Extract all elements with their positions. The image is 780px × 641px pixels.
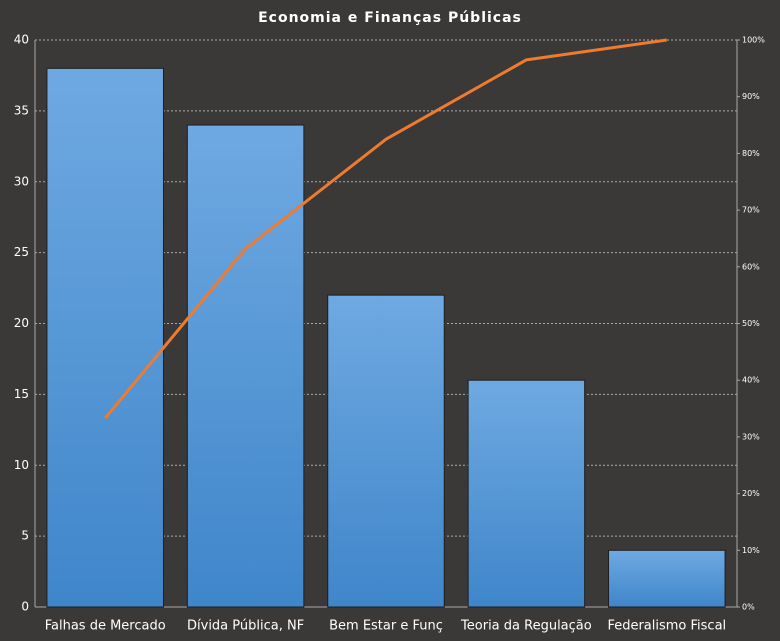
cumulative-line <box>104 38 668 420</box>
bar <box>46 67 164 608</box>
y2-tick-label: 50% <box>742 319 760 328</box>
x-tick-label: Dívida Pública, NF <box>187 619 304 634</box>
y-tick-label: 0 <box>21 600 29 614</box>
y-tick-label: 40 <box>14 33 29 47</box>
bar <box>467 379 586 608</box>
y-tick-label: 30 <box>14 174 29 188</box>
y2-tick-label: 20% <box>742 489 760 498</box>
y-tick-label: 15 <box>14 387 29 401</box>
y2-tick-label: 90% <box>742 92 760 101</box>
bar <box>608 549 726 608</box>
x-tick-label: Falhas de Mercado <box>45 619 166 634</box>
y-tick-label: 10 <box>14 458 29 472</box>
y2-tick-label: 60% <box>742 262 760 271</box>
y2-tick-label: 0% <box>742 603 755 612</box>
y-tick-label: 5 <box>21 529 29 543</box>
bar <box>186 124 305 608</box>
x-tick-label: Bem Estar e Funç <box>329 619 443 634</box>
y-tick-label: 35 <box>14 103 29 117</box>
y2-tick-label: 80% <box>742 149 760 158</box>
x-tick-label: Teoria da Regulação <box>460 619 592 634</box>
y-tick-label: 20 <box>14 316 29 330</box>
chart-title: Economia e Finanças Públicas <box>258 10 522 26</box>
y2-tick-label: 40% <box>742 376 760 385</box>
y-tick-label: 25 <box>14 245 29 259</box>
y2-tick-label: 70% <box>742 206 760 215</box>
y2-tick-label: 30% <box>742 432 760 441</box>
y2-tick-label: 10% <box>742 546 760 555</box>
y2-tick-label: 100% <box>742 36 765 45</box>
bar <box>327 294 445 608</box>
x-tick-label: Federalismo Fiscal <box>607 619 726 634</box>
